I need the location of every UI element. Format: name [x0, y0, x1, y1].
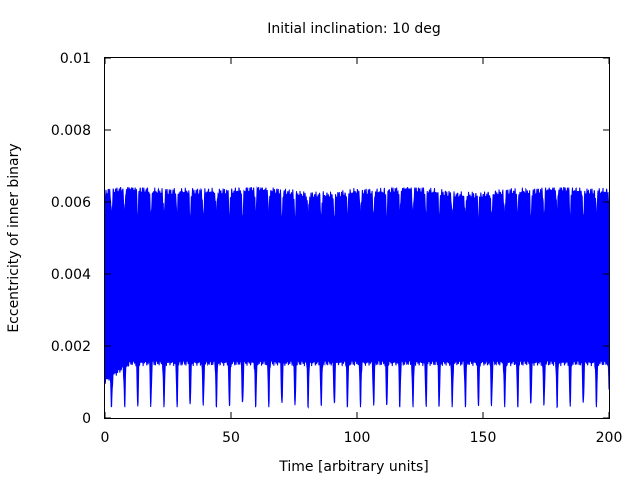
x-tick-label: 150	[470, 430, 497, 446]
x-axis-title: Time [arbitrary units]	[278, 459, 428, 475]
y-axis: 0 0.002 0.004 0.006 0.008 0.01	[51, 51, 609, 427]
y-tick-label: 0.002	[51, 339, 91, 355]
plot-frame	[104, 57, 610, 419]
x-axis: 0 50 100 150 200	[101, 58, 623, 446]
series-eccentricity-band	[104, 186, 610, 409]
x-tick-label: 0	[101, 430, 110, 446]
y-tick-label: 0.008	[51, 123, 91, 139]
x-tick-label: 200	[596, 430, 623, 446]
series-layer	[104, 186, 610, 409]
x-tick-label: 100	[344, 430, 371, 446]
y-tick-label: 0	[82, 411, 91, 427]
y-axis-title: Eccentricity of inner binary	[6, 143, 22, 332]
y-tick-label: 0.006	[51, 195, 91, 211]
x-tick-label: 50	[222, 430, 240, 446]
y-tick-label: 0.004	[51, 267, 91, 283]
chart-title: Initial inclination: 10 deg	[267, 21, 441, 37]
y-tick-label: 0.01	[60, 51, 91, 67]
